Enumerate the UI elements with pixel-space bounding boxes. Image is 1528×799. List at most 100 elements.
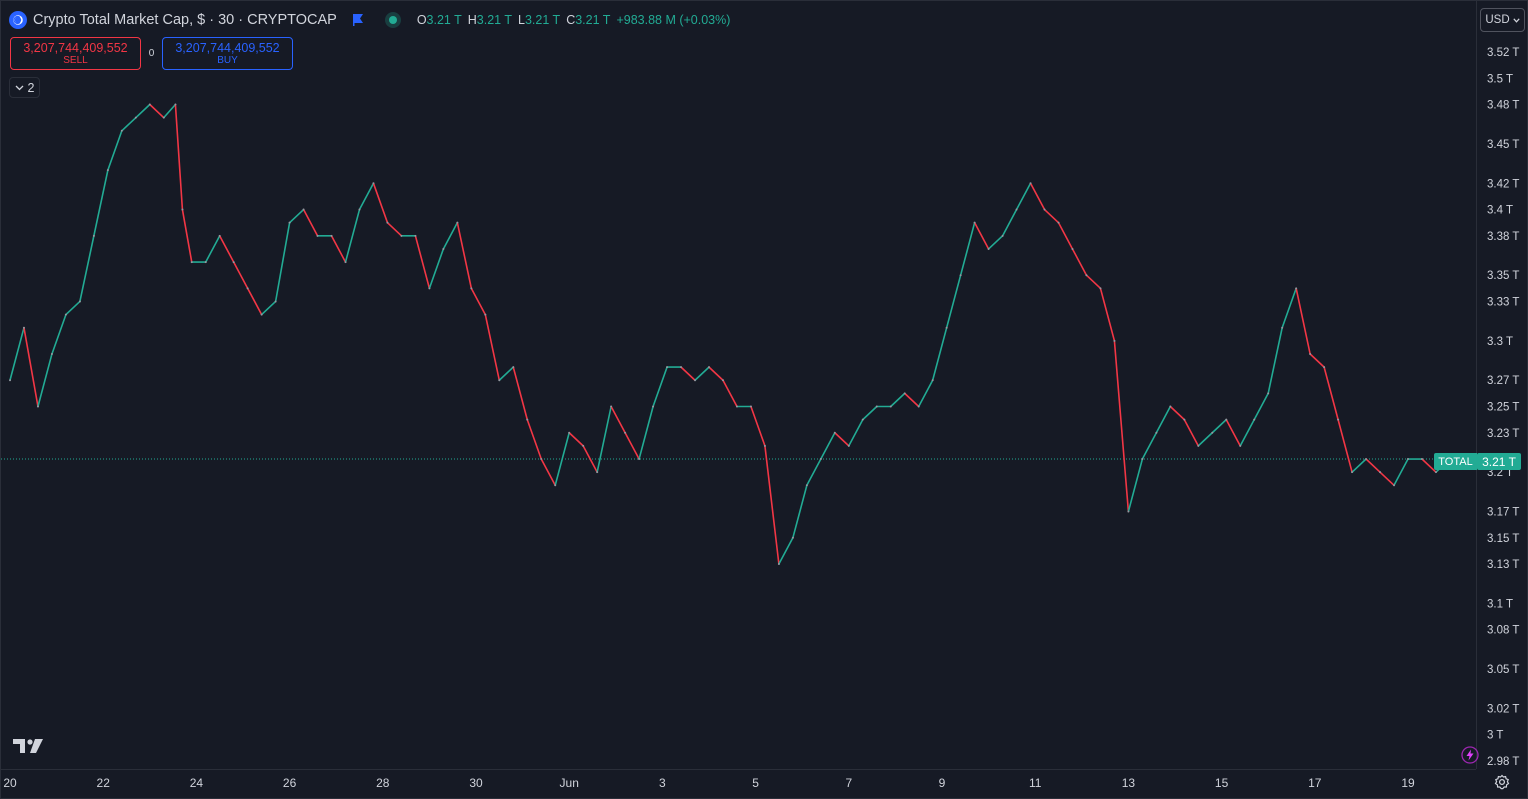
series-segment <box>442 221 459 250</box>
series-segment <box>344 208 361 263</box>
sell-button[interactable]: 3,207,744,409,552 SELL <box>10 37 141 70</box>
series-segment <box>181 208 193 263</box>
series-point <box>833 431 836 434</box>
series-point <box>232 261 235 264</box>
series-point <box>708 366 710 369</box>
series-point <box>1323 366 1326 369</box>
flag-icon[interactable] <box>351 13 365 27</box>
time-axis[interactable]: 20 22 24 26 28 30 Jun 3 5 7 9 11 13 15 17 19 <box>1 769 1476 799</box>
series-name-tag: TOTAL <box>1434 453 1477 470</box>
series-segment <box>1337 418 1353 473</box>
series-segment <box>1085 274 1102 290</box>
series-segment <box>1281 287 1297 329</box>
series-point <box>624 431 627 434</box>
series-segment <box>847 418 864 447</box>
series-segment <box>652 366 668 408</box>
time-tick-label: 22 <box>97 776 111 790</box>
ohlc-low-value: 3.21 T <box>524 13 561 27</box>
series-point <box>763 444 766 447</box>
series-point <box>1365 458 1368 461</box>
series-point <box>1085 274 1088 277</box>
time-tick-label: 26 <box>283 776 297 790</box>
series-point <box>1309 352 1312 355</box>
series-segment <box>9 326 25 382</box>
series-segment <box>1365 458 1381 473</box>
series-segment <box>1379 471 1395 487</box>
series-segment <box>51 313 67 355</box>
series-segment <box>834 431 850 447</box>
time-tick-label: Jun <box>560 776 579 790</box>
series-point <box>582 444 585 447</box>
price-tick-label: 3.2 T <box>1487 467 1513 479</box>
series-segment <box>792 484 808 539</box>
series-segment <box>174 103 184 211</box>
price-tick-label: 3.17 T <box>1487 507 1519 519</box>
series-point <box>428 287 431 290</box>
series-point <box>1393 484 1396 487</box>
time-tick-label: 5 <box>752 776 759 790</box>
series-segment <box>1001 208 1018 237</box>
series-segment <box>987 235 1004 250</box>
series-segment <box>861 405 878 421</box>
series-segment <box>903 392 920 408</box>
series-segment <box>135 103 151 119</box>
series-point <box>386 221 389 224</box>
series-point <box>945 326 948 329</box>
price-tick-label: 3.15 T <box>1487 533 1519 545</box>
series-segment <box>302 208 319 237</box>
series-segment <box>498 366 515 382</box>
price-chart[interactable] <box>1 1 1476 769</box>
series-point <box>819 458 822 461</box>
time-tick-label: 28 <box>376 776 390 790</box>
trade-buttons: 3,207,744,409,552 SELL 0 3,207,744,409,5… <box>10 37 293 70</box>
series-point <box>987 247 990 250</box>
series-point <box>1253 418 1256 421</box>
indicators-toggle-button[interactable]: 2 <box>9 77 40 98</box>
price-tick-label: 3.52 T <box>1487 47 1519 59</box>
series-point <box>889 405 892 408</box>
price-tick-label: 3.4 T <box>1487 205 1513 217</box>
series-segment <box>1169 405 1186 421</box>
series-segment <box>945 274 962 329</box>
series-point <box>1211 431 1214 434</box>
series-segment <box>37 353 53 408</box>
series-segment <box>638 405 654 460</box>
series-point <box>330 234 333 237</box>
chevron-down-icon <box>15 85 23 90</box>
series-point <box>652 405 655 408</box>
series-point <box>218 234 221 237</box>
settings-icon[interactable] <box>1494 774 1510 790</box>
series-point <box>1379 471 1382 474</box>
time-tick-label: 15 <box>1215 776 1229 790</box>
series-segment <box>806 458 822 487</box>
series-segment <box>1057 221 1074 250</box>
series-segment <box>694 366 710 382</box>
tradingview-logo-icon[interactable] <box>13 737 45 755</box>
series-point <box>847 444 850 447</box>
series-segment <box>1253 392 1269 421</box>
symbol-title[interactable]: Crypto Total Market Cap, $ · 30 · CRYPTO… <box>33 12 337 28</box>
currency-value: USD <box>1485 14 1510 26</box>
series-point <box>1155 431 1158 434</box>
series-point <box>162 116 165 119</box>
buy-price: 3,207,744,409,552 <box>175 40 280 55</box>
price-tick-label: 3.35 T <box>1487 270 1519 282</box>
series-point <box>1197 444 1200 447</box>
symbol-legend: Crypto Total Market Cap, $ · 30 · CRYPTO… <box>9 10 730 30</box>
series-segment <box>1239 418 1256 447</box>
price-tick-label: 3.42 T <box>1487 178 1519 190</box>
series-segment <box>526 418 543 460</box>
buy-button[interactable]: 3,207,744,409,552 BUY <box>162 37 293 70</box>
price-tick-label: 3.05 T <box>1487 664 1519 676</box>
series-point <box>512 366 515 369</box>
status-dot-icon[interactable] <box>384 12 401 28</box>
ohlc-close-value: 3.21 T <box>575 13 611 27</box>
series-segment <box>931 326 948 382</box>
lightning-icon[interactable] <box>1461 746 1479 764</box>
price-axis[interactable]: 3.52 T 3.5 T 3.48 T 3.45 T 3.42 T 3.4 T 3.38 T… <box>1476 1 1528 769</box>
series-point <box>1127 510 1130 513</box>
series-point <box>1169 405 1172 408</box>
currency-select[interactable]: USD <box>1480 8 1525 32</box>
series-point <box>638 458 641 461</box>
